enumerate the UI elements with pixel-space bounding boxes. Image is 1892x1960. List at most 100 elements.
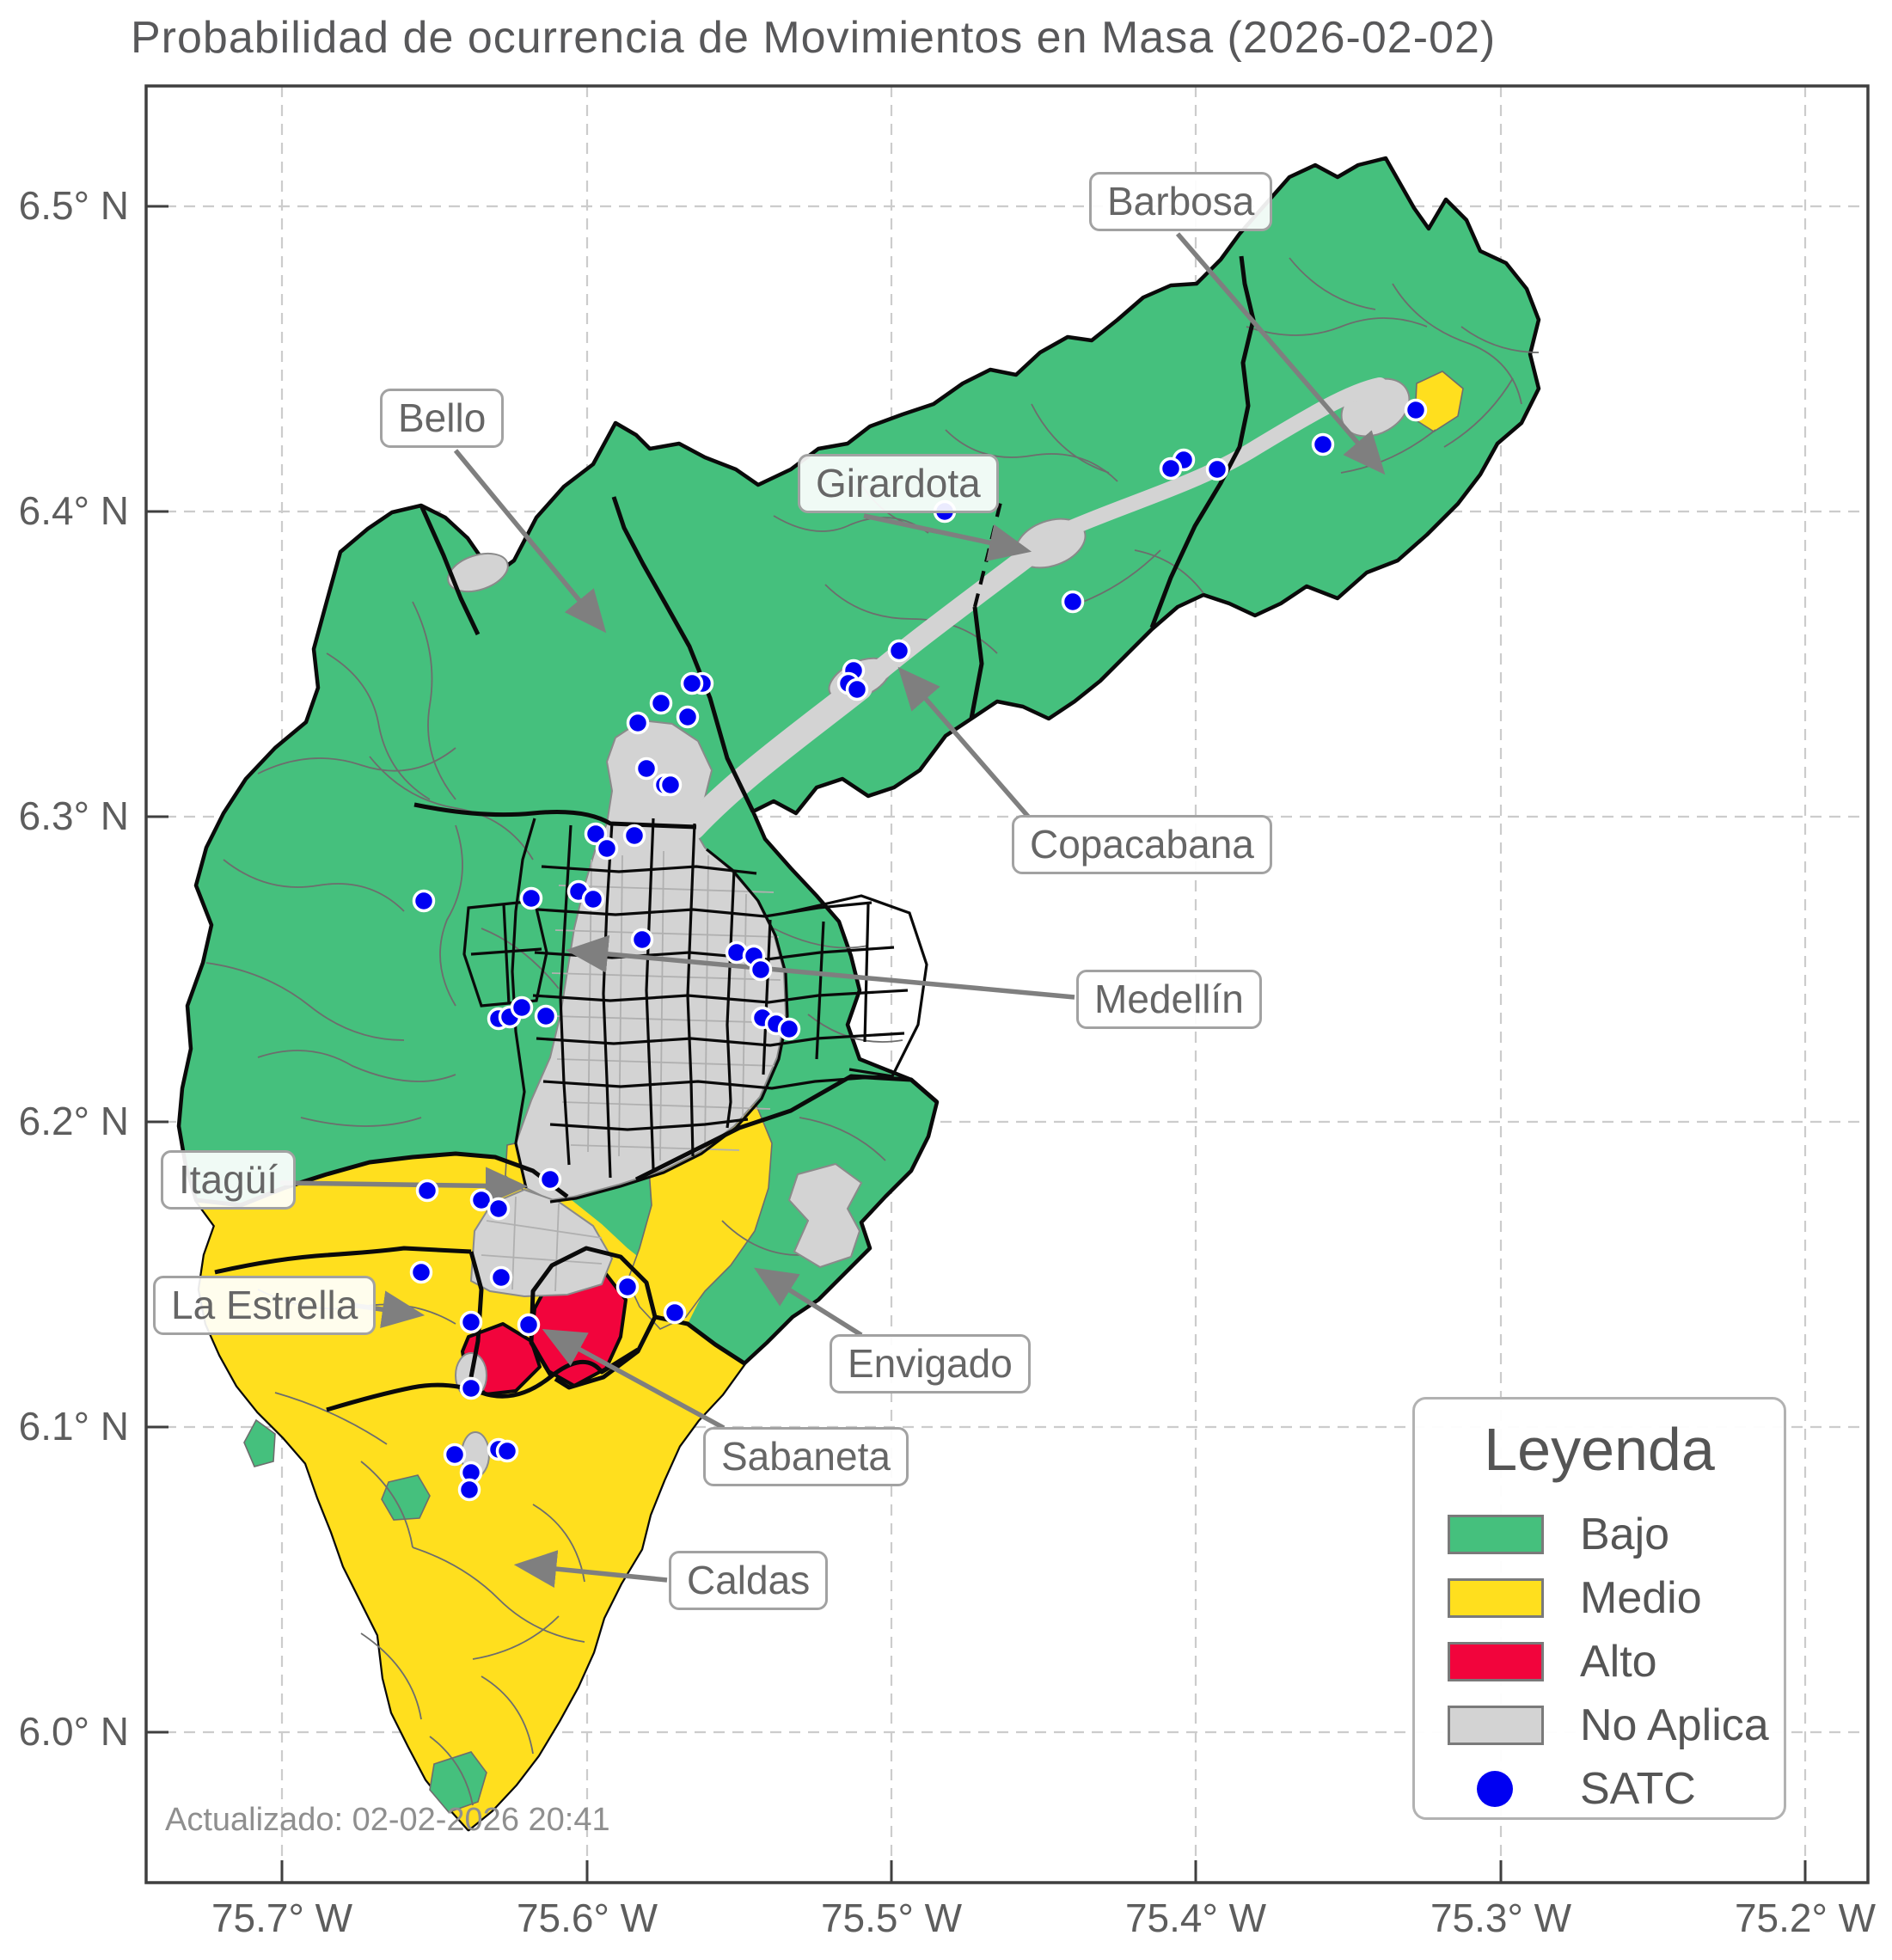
satc-station-dot[interactable] <box>517 1313 541 1337</box>
updated-timestamp: Actualizado: 02-02-2026 20:41 <box>165 1802 610 1838</box>
legend-dot-icon <box>1477 1771 1513 1807</box>
satc-station-dot[interactable] <box>510 995 534 1020</box>
callout-arrow <box>863 513 1032 561</box>
satc-station-dot[interactable] <box>489 1265 513 1289</box>
x-tick-label: 75.6° W <box>516 1896 658 1940</box>
legend-item-no-aplica[interactable]: No Aplica <box>1415 1694 1784 1757</box>
callout-arrow <box>279 1167 529 1205</box>
y-tick-label: 6.0° N <box>18 1709 129 1754</box>
callout-sabaneta[interactable]: Sabaneta <box>703 1427 909 1486</box>
legend-swatch <box>1448 1642 1544 1681</box>
callout-arrow <box>754 1267 863 1338</box>
satc-station-dot[interactable] <box>680 671 704 695</box>
satc-station-dot[interactable] <box>649 691 673 715</box>
satc-station-dot[interactable] <box>615 1275 640 1299</box>
satc-station-dot[interactable] <box>487 1197 511 1221</box>
legend-item-bajo[interactable]: Bajo <box>1415 1503 1784 1566</box>
satc-station-dot[interactable] <box>495 1439 519 1463</box>
callout-envigado[interactable]: Envigado <box>830 1334 1031 1393</box>
callout-copacabana[interactable]: Copacabana <box>1012 815 1272 874</box>
callout-arrow <box>565 934 1075 1000</box>
satc-station-dot[interactable] <box>581 887 605 911</box>
satc-station-dot[interactable] <box>1061 590 1085 614</box>
callout-arrow <box>542 1329 726 1430</box>
legend-item-label: Alto <box>1580 1637 1657 1687</box>
comuna-grid <box>462 818 928 1204</box>
satc-station-dot[interactable] <box>595 836 619 861</box>
urban-river-corridor <box>680 377 1387 840</box>
green-patch <box>429 1751 487 1813</box>
legend-item-alto[interactable]: Alto <box>1415 1630 1784 1694</box>
legend-item-label: Medio <box>1580 1573 1702 1623</box>
y-tick-label: 6.1° N <box>18 1404 129 1449</box>
satc-station-dot[interactable] <box>630 928 654 952</box>
satc-station-dot[interactable] <box>1205 457 1229 481</box>
satc-station-dot[interactable] <box>845 677 869 701</box>
x-tick-label: 75.4° W <box>1124 1896 1267 1940</box>
legend-swatch <box>1448 1706 1544 1745</box>
satc-station-dot[interactable] <box>584 822 608 846</box>
satc-station-dot[interactable] <box>443 1442 467 1467</box>
legend-item-label: Bajo <box>1580 1510 1670 1559</box>
satc-station-dot[interactable] <box>412 889 436 913</box>
legend-title: Leyenda <box>1484 1416 1715 1483</box>
satc-station-dot[interactable] <box>415 1179 439 1203</box>
callout-arrow <box>453 449 607 634</box>
x-tick-label: 75.2° W <box>1734 1896 1877 1940</box>
satc-station-dot[interactable] <box>777 1017 801 1041</box>
callout-itagüí[interactable]: Itagüí <box>161 1150 297 1210</box>
x-tick-label: 75.5° W <box>820 1896 963 1940</box>
callout-la-estrella[interactable]: La Estrella <box>153 1276 377 1335</box>
vereda-borders <box>205 257 1540 1806</box>
satc-station-dot[interactable] <box>538 1167 562 1191</box>
satc-station-dot[interactable] <box>676 705 700 729</box>
green-patch <box>381 1474 431 1521</box>
x-tick-label: 75.7° W <box>211 1896 353 1940</box>
satc-station-dot[interactable] <box>1404 398 1428 422</box>
satc-station-dot[interactable] <box>519 886 543 910</box>
green-patch <box>243 1418 276 1467</box>
satc-station-dot[interactable] <box>409 1260 433 1284</box>
street-grid <box>481 850 783 1292</box>
satc-station-dot[interactable] <box>663 1301 687 1325</box>
axis-tick-marks <box>146 205 1807 1883</box>
callout-arrow <box>1175 232 1386 475</box>
satc-points <box>409 398 1428 1502</box>
legend-swatch <box>1448 1578 1544 1618</box>
y-tick-label: 6.3° N <box>18 793 129 838</box>
chart-title: Probabilidad de ocurrencia de Movimiento… <box>131 13 1497 63</box>
y-tick-label: 6.4° N <box>18 488 129 533</box>
satc-station-dot[interactable] <box>1159 456 1183 481</box>
legend-swatch <box>1448 1515 1544 1554</box>
callout-arrow <box>897 666 1032 820</box>
y-tick-label: 6.5° N <box>18 183 129 228</box>
satc-station-dot[interactable] <box>749 958 773 982</box>
satc-station-dot[interactable] <box>459 1310 483 1334</box>
legend-item-medio[interactable]: Medio <box>1415 1566 1784 1630</box>
legend-item-label: No Aplica <box>1580 1700 1769 1750</box>
satc-station-dot[interactable] <box>658 773 683 797</box>
callout-bello[interactable]: Bello <box>380 389 505 448</box>
callout-girardota[interactable]: Girardota <box>798 454 999 513</box>
callout-caldas[interactable]: Caldas <box>669 1551 829 1610</box>
x-tick-label: 75.3° W <box>1430 1896 1572 1940</box>
legend-item-satc[interactable]: SATC <box>1415 1757 1784 1821</box>
callout-arrow <box>513 1550 668 1588</box>
legend: Leyenda Bajo Medio Alto No Aplica SATC <box>1412 1397 1786 1820</box>
callout-barbosa[interactable]: Barbosa <box>1089 172 1273 231</box>
legend-items: Bajo Medio Alto No Aplica SATC <box>1415 1503 1784 1821</box>
satc-station-dot[interactable] <box>626 711 650 735</box>
annotation-arrows <box>279 232 1386 1588</box>
satc-station-dot[interactable] <box>534 1004 558 1028</box>
municipal-borders <box>195 255 1256 1412</box>
satc-station-dot[interactable] <box>459 1376 483 1400</box>
satc-station-dot[interactable] <box>457 1478 481 1502</box>
satc-station-dot[interactable] <box>634 756 658 781</box>
plot-border <box>144 84 1870 1884</box>
callout-medellín[interactable]: Medellín <box>1076 970 1262 1029</box>
satc-station-dot[interactable] <box>1311 432 1335 456</box>
satc-station-dot[interactable] <box>622 824 646 848</box>
legend-item-label: SATC <box>1580 1764 1696 1814</box>
satc-station-dot[interactable] <box>887 639 911 663</box>
